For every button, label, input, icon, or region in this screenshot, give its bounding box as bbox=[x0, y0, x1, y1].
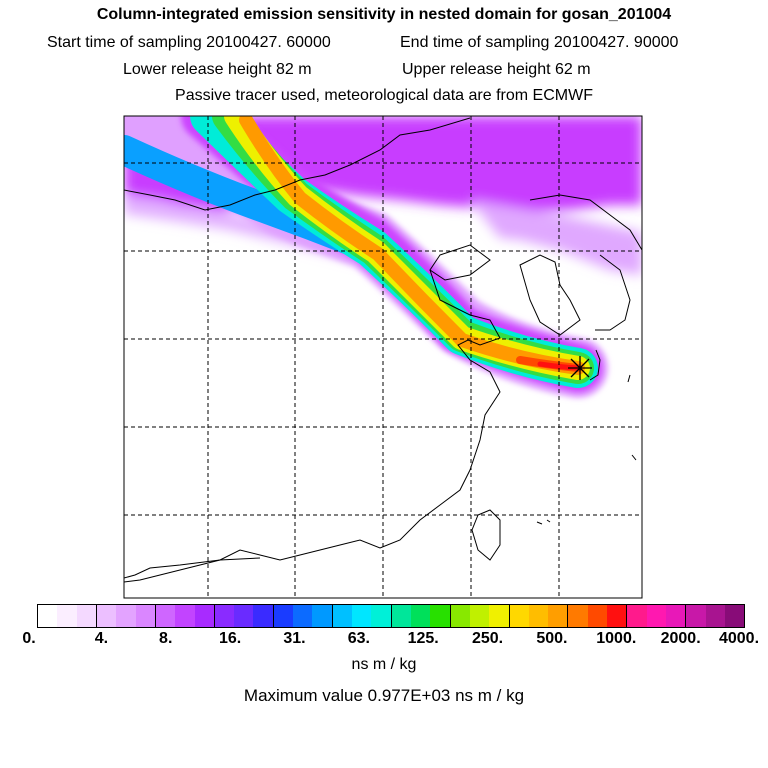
colorbar-segment bbox=[607, 605, 628, 627]
colorbar-tick-label: 0. bbox=[22, 630, 36, 647]
colorbar-tick-label: 1000. bbox=[596, 630, 637, 647]
colorbar-segment bbox=[705, 605, 725, 627]
map-frame bbox=[123, 115, 643, 599]
colorbar-segment bbox=[666, 605, 687, 627]
colorbar-segment bbox=[528, 605, 549, 627]
colorbar-segment bbox=[450, 605, 470, 627]
plume bbox=[124, 116, 608, 398]
colorbar-segment bbox=[686, 605, 706, 627]
asterisk-icon bbox=[568, 356, 592, 380]
colorbar-segment bbox=[155, 605, 176, 627]
colorbar-segment bbox=[312, 605, 333, 627]
colorbar-segment bbox=[587, 605, 608, 627]
colorbar-segment bbox=[273, 605, 294, 627]
colorbar-tick-label: 4. bbox=[94, 630, 109, 647]
start-time-label: Start time of sampling 20100427. 60000 bbox=[47, 34, 331, 51]
colorbar-segment bbox=[469, 605, 490, 627]
lower-release-height: Lower release height 82 m bbox=[123, 61, 312, 78]
colorbar-segment bbox=[57, 605, 77, 627]
colorbar-segment bbox=[175, 605, 195, 627]
colorbar-segment bbox=[135, 605, 156, 627]
colorbar-segment bbox=[293, 605, 313, 627]
colorbar bbox=[37, 604, 745, 628]
colorbar-tick-label: 2000. bbox=[660, 630, 701, 647]
colorbar-segment bbox=[116, 605, 136, 627]
colorbar-tick-label: 16. bbox=[218, 630, 242, 647]
colorbar-segment bbox=[38, 605, 58, 627]
colorbar-segment bbox=[568, 605, 588, 627]
end-time-label: End time of sampling 20100427. 90000 bbox=[400, 34, 679, 51]
colorbar-tick-label: 63. bbox=[347, 630, 370, 647]
colorbar-segment bbox=[724, 605, 745, 627]
colorbar-segment bbox=[627, 605, 647, 627]
colorbar-segment bbox=[646, 605, 666, 627]
colorbar-segment bbox=[391, 605, 411, 627]
colorbar-tick-label: 4000. bbox=[718, 630, 760, 647]
tracer-note: Passive tracer used, meteorological data… bbox=[175, 87, 593, 104]
colorbar-tick-label: 8. bbox=[159, 630, 173, 647]
colorbar-segment bbox=[352, 605, 372, 627]
graticule bbox=[124, 116, 642, 598]
maximum-value: Maximum value 0.977E+03 ns m / kg bbox=[243, 686, 525, 705]
colorbar-units: ns m / kg bbox=[351, 656, 417, 673]
coastlines bbox=[124, 117, 642, 583]
colorbar-segment bbox=[509, 605, 529, 627]
upper-release-height: Upper release height 62 m bbox=[402, 61, 591, 78]
colorbar-tick-label: 125. bbox=[407, 630, 439, 647]
colorbar-segment bbox=[234, 605, 254, 627]
colorbar-tick-label: 250. bbox=[471, 630, 504, 647]
colorbar-tick-label: 500. bbox=[536, 630, 568, 647]
colorbar-segment bbox=[96, 605, 117, 627]
colorbar-segment bbox=[76, 605, 97, 627]
colorbar-segment bbox=[214, 605, 235, 627]
colorbar-segment bbox=[194, 605, 215, 627]
colorbar-segment bbox=[371, 605, 392, 627]
plot-title: Column-integrated emission sensitivity i… bbox=[96, 6, 672, 23]
colorbar-segment bbox=[489, 605, 510, 627]
colorbar-segment bbox=[430, 605, 451, 627]
colorbar-segment bbox=[253, 605, 274, 627]
colorbar-segment bbox=[332, 605, 352, 627]
colorbar-segment bbox=[548, 605, 569, 627]
colorbar-segment bbox=[410, 605, 431, 627]
colorbar-tick-label: 31. bbox=[283, 630, 306, 647]
